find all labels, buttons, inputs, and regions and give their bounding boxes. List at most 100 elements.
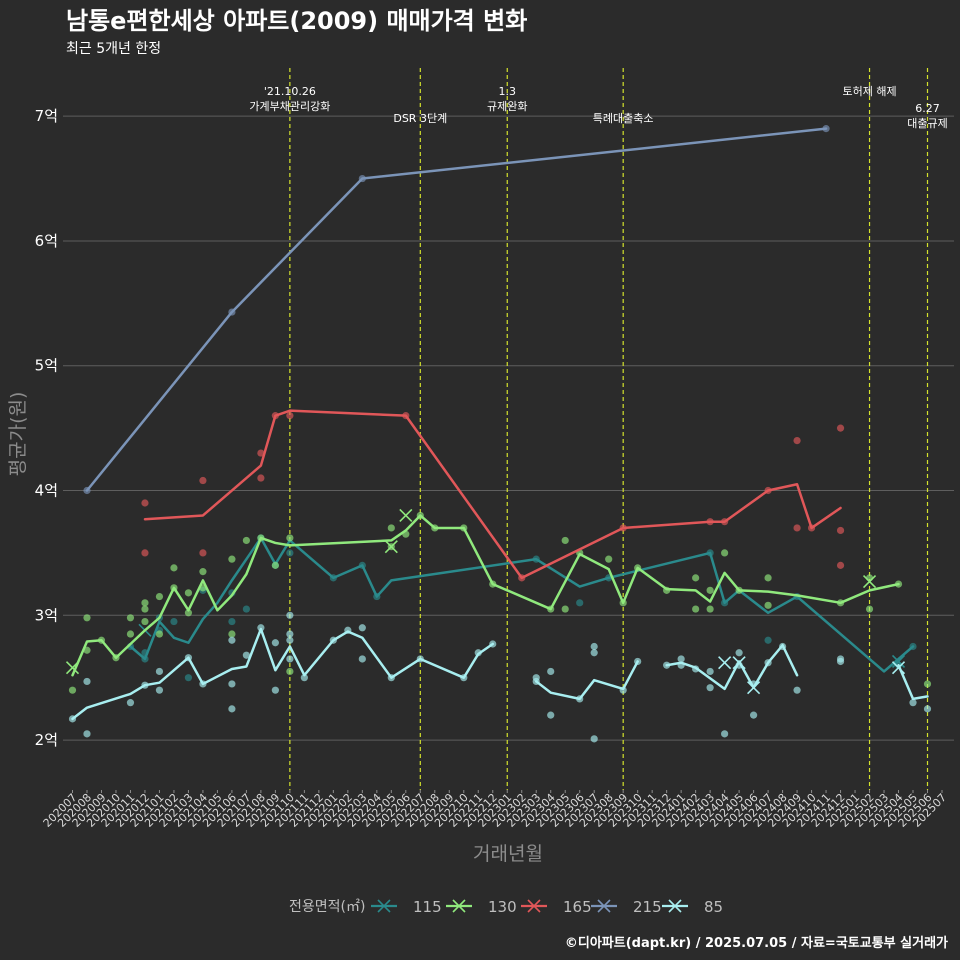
cross-marker	[862, 575, 877, 589]
data-point	[735, 649, 743, 657]
data-point	[590, 649, 598, 657]
data-point	[923, 705, 932, 713]
grid-lines	[63, 115, 954, 741]
series-165	[141, 409, 845, 582]
data-point	[286, 412, 294, 420]
data-point	[547, 711, 555, 719]
data-point	[286, 630, 294, 638]
data-point	[155, 667, 164, 676]
series-line	[897, 663, 929, 701]
series-130	[65, 508, 932, 694]
data-point	[184, 609, 193, 617]
legend-label-165: 165	[563, 898, 592, 916]
data-point	[126, 630, 135, 638]
cross-marker	[732, 656, 746, 670]
event-label: 토허제 해제	[842, 84, 896, 98]
data-point	[706, 605, 714, 613]
data-point	[865, 574, 874, 582]
event-label: 1.3	[498, 85, 516, 98]
data-point	[300, 674, 308, 682]
y-tick-label: 7억	[35, 107, 58, 125]
event-label: 대출규제	[907, 117, 947, 130]
data-point	[228, 680, 236, 688]
data-point	[242, 651, 250, 659]
data-point	[228, 636, 236, 644]
data-point	[706, 586, 714, 594]
series-line	[665, 643, 799, 691]
series-line	[71, 514, 900, 677]
data-point	[358, 655, 366, 663]
data-point	[141, 549, 149, 557]
cross-marker	[399, 508, 413, 523]
data-point	[184, 589, 193, 597]
y-tick-label: 5억	[35, 357, 58, 375]
data-point	[83, 614, 91, 622]
series-line	[71, 627, 495, 721]
cross-marker	[891, 654, 906, 669]
data-point	[590, 642, 598, 651]
data-point	[706, 667, 714, 676]
cross-marker	[718, 656, 732, 670]
series-layer	[65, 125, 932, 743]
event-label: 가계부채관리강화	[249, 100, 330, 113]
data-point	[865, 605, 874, 613]
event-label: 규제완화	[487, 100, 527, 113]
data-point	[358, 624, 366, 632]
legend-label-115: 115	[413, 898, 442, 916]
data-point	[286, 611, 294, 619]
y-axis-title: 평균가(원)	[7, 392, 29, 477]
chart-caption: ©디아파트(dapt.kr) / 2025.07.05 / 자료=국토교통부 실…	[565, 935, 948, 951]
data-point	[286, 549, 294, 557]
data-point	[692, 605, 700, 613]
legend: 전용면적(㎡) 115 130 165 215 85	[289, 898, 723, 916]
data-point	[286, 534, 294, 542]
data-point	[764, 636, 772, 644]
x-axis-title: 거래년월	[473, 843, 543, 865]
data-point	[721, 730, 729, 738]
event-label: 6.27	[915, 102, 940, 115]
data-point	[184, 674, 193, 682]
data-point	[836, 424, 845, 432]
cross-marker	[747, 681, 761, 695]
y-axis-ticks: 2억 3억 4억 5억 6억 7억	[35, 107, 58, 749]
data-point	[590, 735, 598, 743]
data-point	[242, 536, 250, 545]
data-point	[576, 599, 584, 607]
chart-subtitle: 최근 5개년 한정	[66, 41, 161, 57]
cross-marker	[65, 661, 80, 675]
data-point	[83, 677, 91, 686]
cross-marker	[668, 899, 682, 913]
data-point	[561, 605, 569, 613]
data-point	[228, 705, 236, 713]
data-point	[836, 561, 845, 569]
data-point	[750, 711, 758, 719]
data-point	[155, 686, 164, 694]
series-85	[68, 611, 932, 743]
data-point	[155, 592, 164, 601]
data-point	[141, 617, 149, 626]
data-point	[199, 476, 207, 485]
series-line	[129, 536, 915, 673]
data-point	[836, 526, 845, 535]
legend-title: 전용면적(㎡)	[289, 899, 365, 915]
legend-label-130: 130	[488, 898, 517, 916]
data-point	[387, 524, 395, 532]
data-point	[170, 617, 178, 626]
data-point	[923, 680, 932, 688]
data-point	[677, 655, 685, 663]
data-point	[228, 555, 236, 563]
data-point	[547, 667, 555, 676]
data-point	[836, 657, 845, 666]
data-point	[155, 630, 164, 638]
legend-label-215: 215	[633, 898, 662, 916]
data-point	[83, 730, 91, 738]
event-label: DSR 3단계	[393, 112, 447, 125]
cross-marker	[384, 540, 398, 554]
data-point	[141, 499, 149, 507]
data-point	[764, 574, 772, 582]
data-point	[271, 561, 279, 569]
data-point	[286, 667, 294, 676]
data-point	[721, 549, 729, 557]
